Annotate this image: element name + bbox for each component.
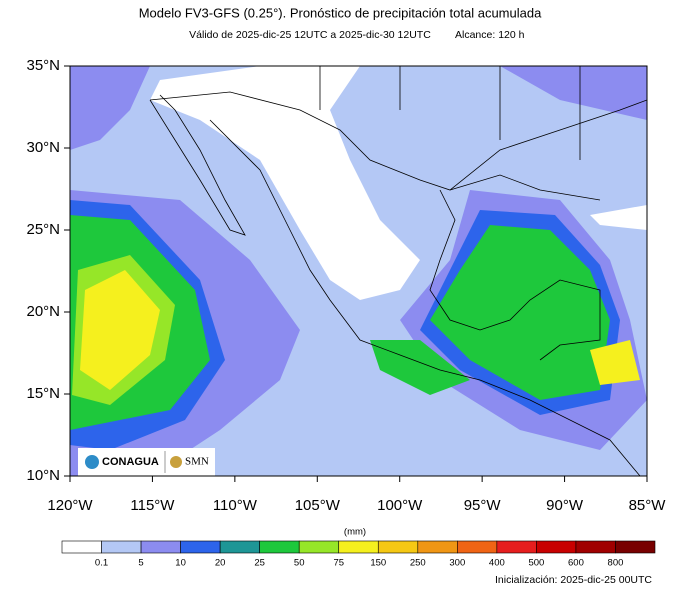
lon-labels: 120°W 115°W 110°W 105°W 100°W 95°W 90°W 85°W <box>47 476 666 514</box>
colorbar-box <box>575 540 616 554</box>
colorbar: 0.1 5 10 20 25 50 75 150 250 300 400 500 600 800 <box>61 540 656 569</box>
colorbar-label: 250 <box>410 558 426 569</box>
colorbar-box <box>61 540 102 554</box>
colorbar-box <box>298 540 340 554</box>
colorbar-box <box>417 540 458 554</box>
colorbar-label: 600 <box>568 558 584 569</box>
lat-label: 25°N <box>26 221 60 238</box>
lon-label: 85°W <box>629 497 667 514</box>
lon-label: 110°W <box>213 497 258 514</box>
lat-label: 30°N <box>26 139 60 156</box>
colorbar-label: 5 <box>138 558 143 569</box>
colorbar-box <box>101 540 142 554</box>
colorbar-label: 20 <box>215 558 226 569</box>
colorbar-label: 75 <box>333 558 344 569</box>
lat-labels: 10°N 15°N 20°N 25°N 30°N 35°N <box>26 57 70 484</box>
colorbar-label: 0.1 <box>95 558 108 569</box>
colorbar-label: 150 <box>370 558 386 569</box>
colorbar-label: 400 <box>489 558 505 569</box>
colorbar-box <box>615 540 656 554</box>
colorbar-box <box>180 540 221 554</box>
colorbar-box <box>457 540 498 554</box>
colorbar-box <box>536 540 577 554</box>
colorbar-label: 500 <box>528 558 544 569</box>
lon-label: 120°W <box>47 497 93 514</box>
logo-box <box>78 448 215 476</box>
map: CONAGUA SMN 10°N 15°N 20°N 25°N 30°N 35°N 120… <box>26 57 666 514</box>
lon-label: 105°W <box>295 497 341 514</box>
lat-label: 20°N <box>26 303 60 320</box>
logo-smn: SMN <box>185 456 209 468</box>
colorbar-label: 800 <box>608 558 624 569</box>
colorbar-box <box>496 540 537 554</box>
subtitle: Válido de 2025-dic-25 12UTC a 2025-dic-3… <box>189 29 431 41</box>
colorbar-box <box>259 540 300 554</box>
lon-label: 95°W <box>464 497 502 514</box>
colorbar-box <box>219 540 260 554</box>
init-time: Inicialización: 2025-dic-25 00UTC <box>495 574 652 586</box>
colorbar-label: 50 <box>294 558 305 569</box>
lat-label: 15°N <box>26 385 60 402</box>
colorbar-label: 10 <box>175 558 186 569</box>
lon-label: 115°W <box>130 497 175 514</box>
lon-label: 90°W <box>546 497 584 514</box>
colorbar-label: 25 <box>254 558 265 569</box>
logo-conagua: CONAGUA <box>102 456 159 468</box>
colorbar-box <box>140 540 181 554</box>
legend-units: (mm) <box>344 527 366 538</box>
colorbar-box <box>377 540 419 554</box>
lat-label: 10°N <box>26 467 60 484</box>
lon-label: 100°W <box>377 497 423 514</box>
title: Modelo FV3-GFS (0.25°). Pronóstico de pr… <box>139 5 542 20</box>
colorbar-box <box>338 540 379 554</box>
range: Alcance: 120 h <box>455 29 525 41</box>
colorbar-label: 300 <box>449 558 465 569</box>
lat-label: 35°N <box>26 57 60 74</box>
